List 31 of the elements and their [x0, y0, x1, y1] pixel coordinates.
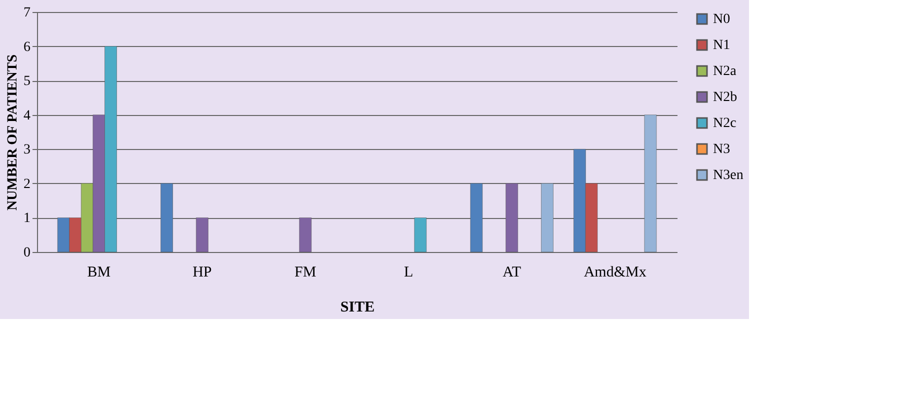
x-tick-label: FM	[294, 264, 316, 280]
y-tick-label: 6	[24, 40, 30, 55]
bar	[470, 183, 483, 252]
x-tick-label: AT	[502, 264, 522, 280]
legend-label: N2c	[713, 116, 736, 131]
y-tick-label: 7	[24, 6, 30, 20]
bar	[160, 183, 173, 252]
legend-label: N0	[713, 12, 730, 27]
y-tick-label: 4	[24, 108, 30, 124]
x-tick-label: L	[404, 264, 414, 280]
bar	[506, 183, 518, 252]
bar	[299, 218, 312, 252]
bar	[196, 218, 208, 252]
x-tick-label: Amd&Mx	[584, 264, 647, 280]
bar	[644, 114, 657, 252]
y-tick-label: 5	[24, 74, 30, 90]
y-tick-label: 2	[24, 176, 30, 192]
y-tick-label: 0	[24, 246, 30, 260]
y-tick-label: 3	[24, 142, 30, 158]
legend-label: N3	[713, 142, 730, 157]
legend-label: N1	[713, 38, 730, 53]
x-tick-label: BM	[87, 264, 111, 280]
legend-label: N2b	[713, 90, 738, 105]
y-axis-title: NUMBER OF PATIENTS	[6, 54, 20, 211]
bar	[414, 218, 427, 252]
y-tick-label: 1	[24, 211, 30, 226]
legend-label: N3en	[713, 168, 744, 183]
x-tick-label: HP	[192, 264, 212, 280]
legend-label: N2a	[713, 64, 738, 79]
x-axis-title: SITE	[340, 300, 375, 316]
bar	[541, 183, 554, 252]
